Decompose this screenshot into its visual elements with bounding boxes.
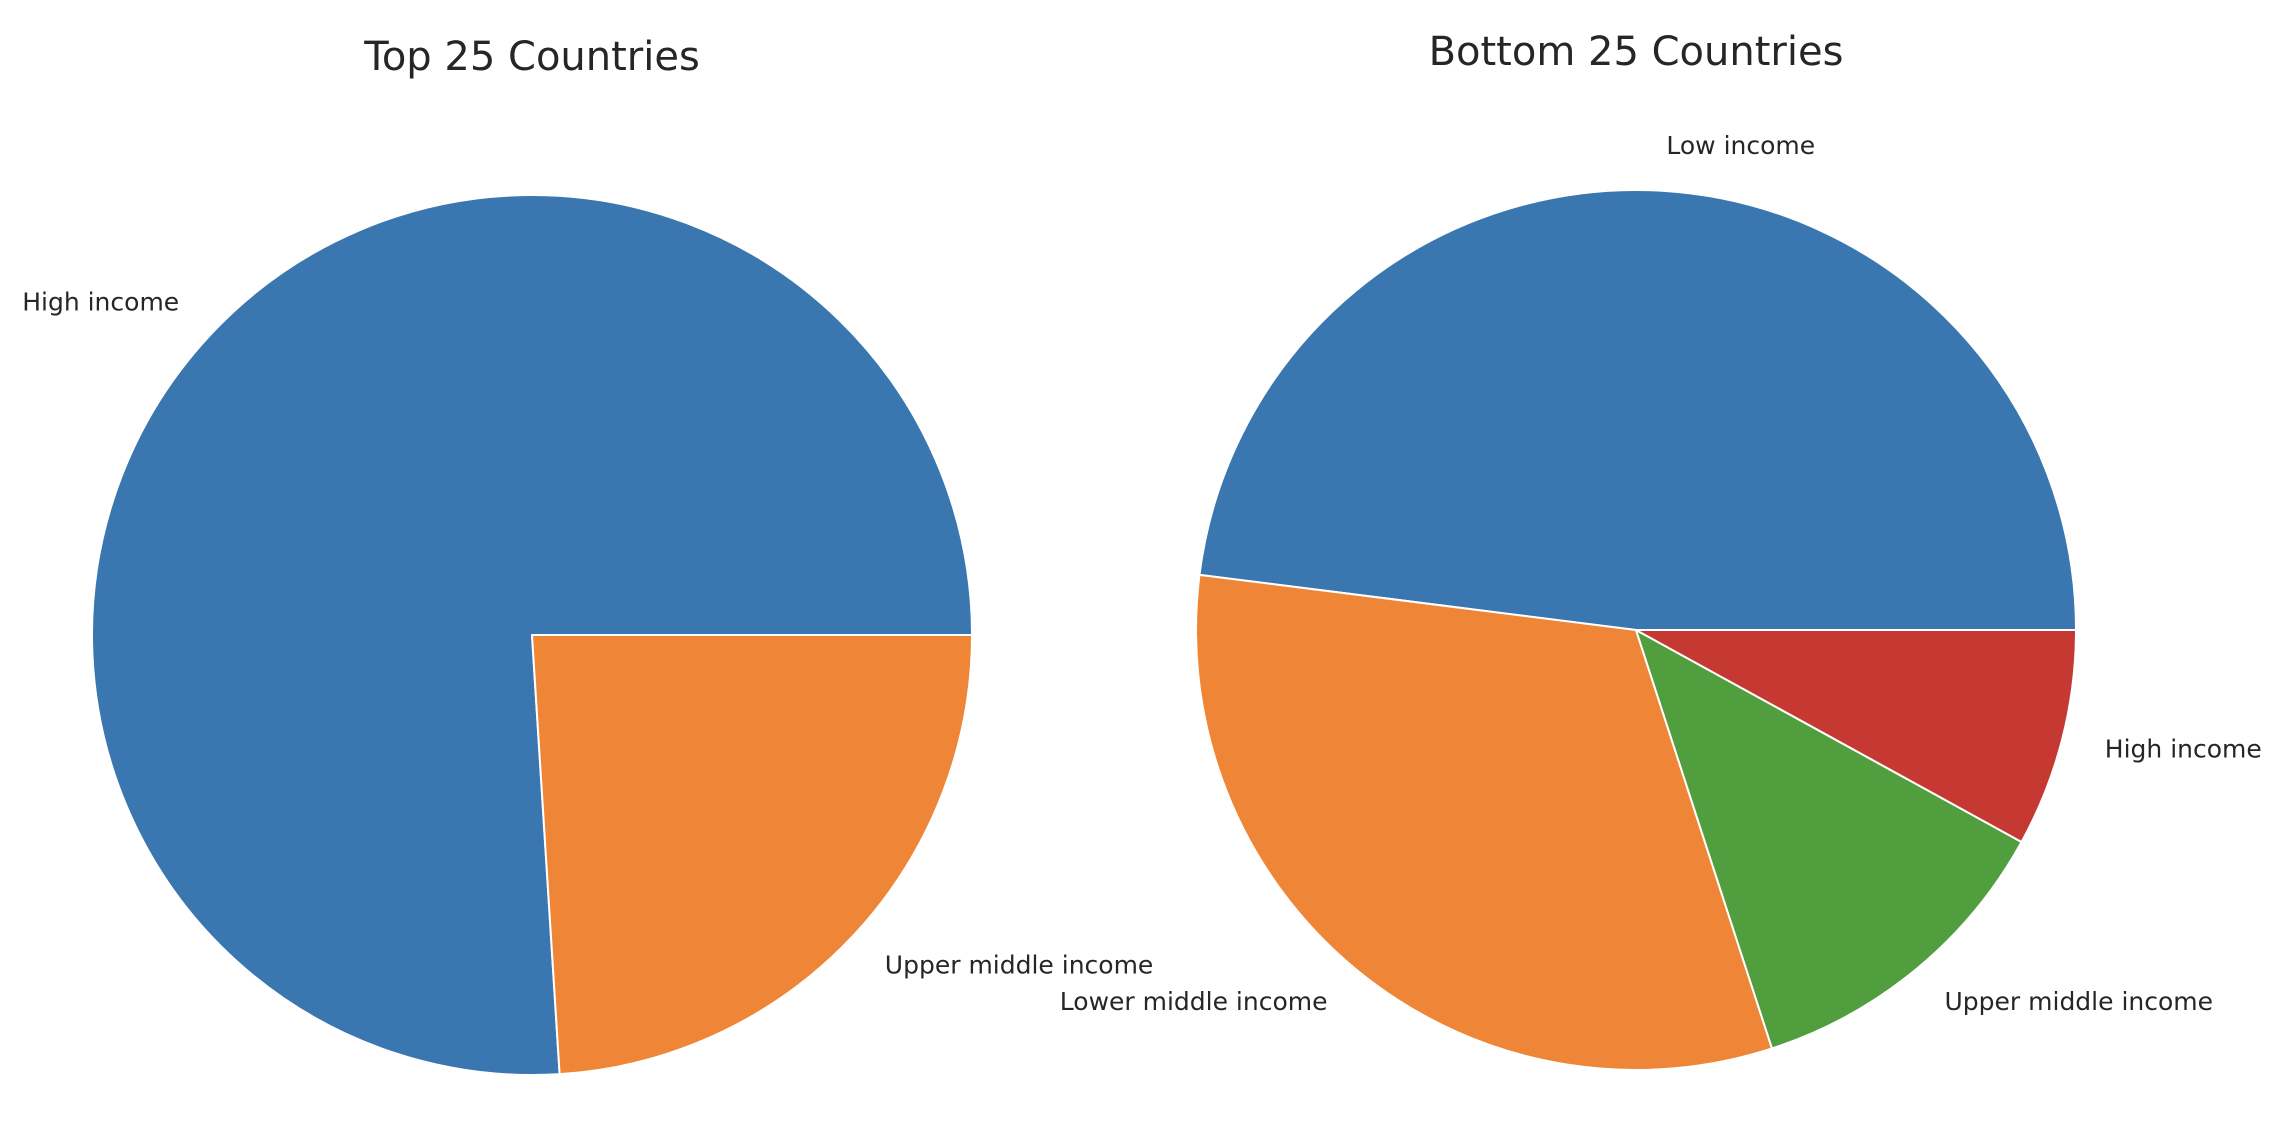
pie-label-high-income: High income	[22, 288, 179, 317]
top-25-countries-chart: Top 25 Countries High income Upper middle…	[22, 34, 1153, 1076]
pie-slices	[91, 194, 973, 1076]
pie-slice-low-income	[1198, 189, 2077, 631]
pie-label-high-income: High income	[2105, 734, 2262, 763]
pie-slice-high-income	[1635, 629, 2077, 843]
pie-slice-upper-middle-income	[1635, 629, 2023, 1050]
pie-slice-upper-middle-income	[531, 634, 973, 1076]
chart-title-top-25: Top 25 Countries	[363, 34, 700, 80]
chart-title-bottom-25: Bottom 25 Countries	[1429, 29, 1844, 75]
pie-labels: Low income Lower middle income Upper middl…	[1060, 131, 2262, 1016]
pie-slices	[1195, 189, 2077, 1071]
pie-label-low-income: Low income	[1666, 131, 1815, 160]
pie-labels: High income Upper middle income	[22, 288, 1153, 980]
bottom-25-countries-chart: Bottom 25 Countries Low income Lower midd…	[1060, 29, 2262, 1071]
pie-slice-lower-middle-income	[1195, 573, 1773, 1071]
pie-label-lower-middle-income: Lower middle income	[1060, 987, 1328, 1016]
pie-label-upper-middle-income: Upper middle income	[1945, 987, 2214, 1016]
pie-label-upper-middle-income: Upper middle income	[885, 950, 1154, 979]
